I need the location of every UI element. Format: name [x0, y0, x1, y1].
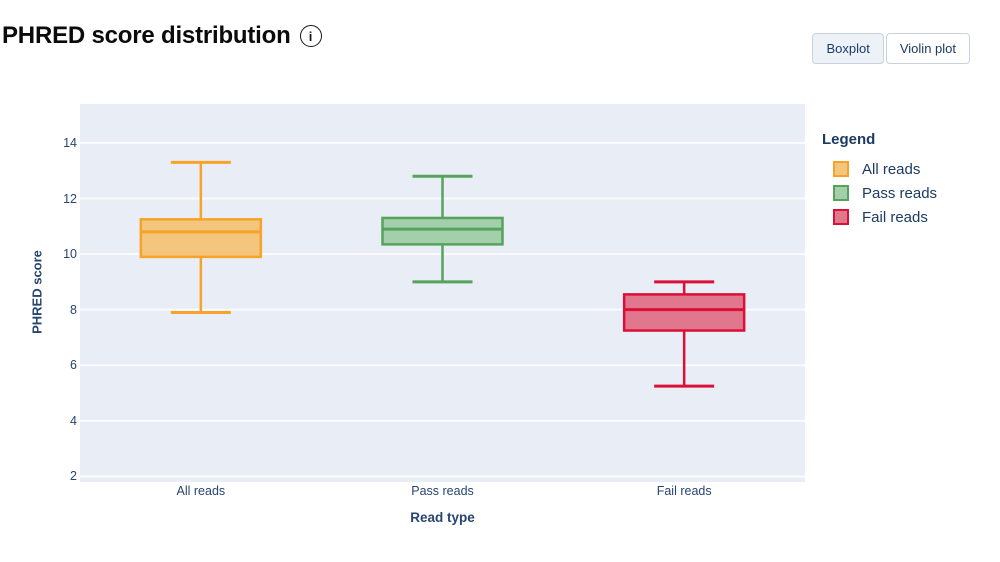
y-tick-label: 14	[63, 135, 77, 150]
legend-item-pass-reads[interactable]: Pass reads	[822, 181, 937, 205]
x-tick-label: Fail reads	[656, 484, 712, 498]
legend-item-fail-reads[interactable]: Fail reads	[822, 205, 937, 229]
violin-plot-button[interactable]: Violin plot	[885, 33, 970, 64]
y-tick-label: 10	[63, 247, 77, 262]
y-tick-label: 6	[70, 358, 77, 373]
legend-swatch-icon	[833, 161, 849, 177]
y-tick-label: 4	[70, 413, 77, 428]
iqr-box	[622, 293, 746, 332]
legend-item-all-reads[interactable]: All reads	[822, 157, 937, 181]
y-tick-label: 2	[70, 469, 77, 484]
legend-item-label: All reads	[862, 160, 921, 178]
legend-title: Legend	[822, 131, 876, 148]
boxplot-canvas	[80, 141, 805, 478]
x-axis-title: Read type	[410, 510, 475, 525]
info-icon[interactable]: i	[299, 25, 322, 47]
legend-item-label: Fail reads	[862, 208, 928, 226]
y-tick-label: 12	[63, 191, 77, 206]
chart-header: PHRED score distribution i	[2, 22, 322, 50]
iqr-box	[381, 216, 504, 246]
x-tick-label: All reads	[176, 484, 226, 498]
iqr-box	[139, 218, 263, 259]
page-title: PHRED score distribution	[2, 22, 291, 49]
y-tick-label: 8	[70, 302, 77, 317]
box-pass-reads	[381, 174, 504, 284]
boxplot-button[interactable]: Boxplot	[812, 33, 884, 64]
box-fail-reads	[622, 280, 746, 388]
plot-area	[80, 104, 805, 482]
legend-items: All reads Pass reads Fail reads	[822, 157, 937, 229]
plot-type-toggle: Boxplot Violin plot	[812, 33, 970, 64]
y-axis-tick-labels: 2 4 6 8 10 12 14	[30, 104, 77, 484]
legend-item-label: Pass reads	[862, 184, 938, 202]
legend-swatch-icon	[833, 209, 849, 225]
box-all-reads	[139, 160, 263, 314]
x-tick-label: Pass reads	[411, 484, 474, 498]
legend-swatch-icon	[833, 185, 849, 201]
legend: Legend All reads Pass reads Fail reads	[822, 131, 937, 229]
x-axis-tick-labels: All reads Pass reads Fail reads	[80, 484, 805, 500]
